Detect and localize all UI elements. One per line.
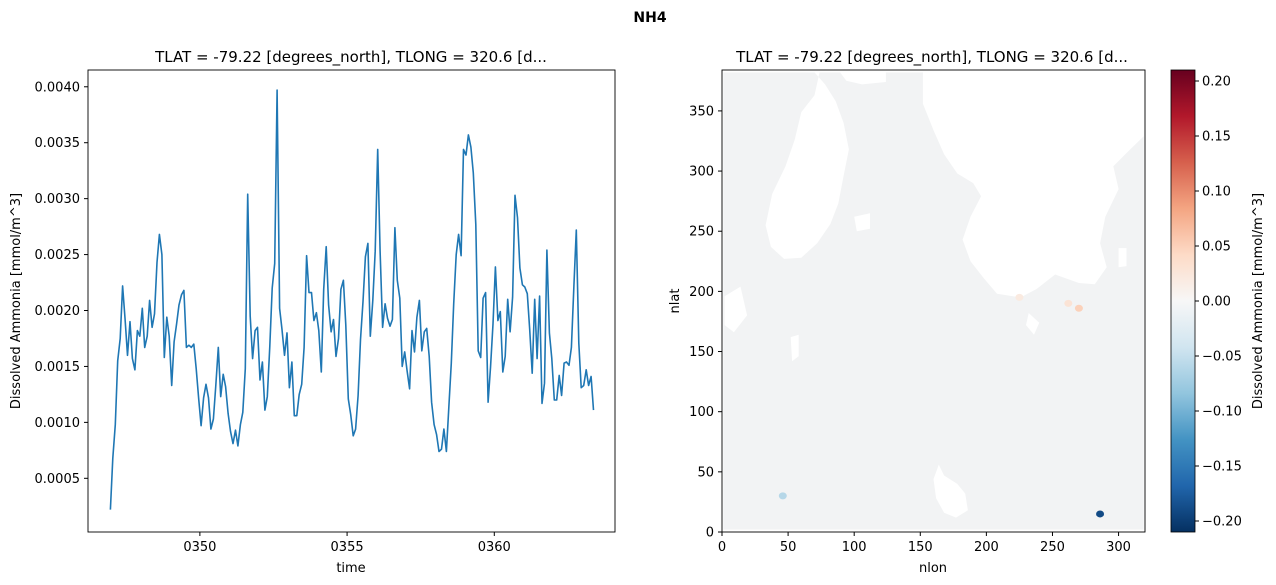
colorbar: −0.20 −0.15 −0.10 −0.05 0.00 0.05 0.10 0.15 0.20…: [1170, 69, 1266, 533]
colorbar-tick-label: 0.00: [1202, 295, 1231, 310]
colorbar-tick-label: −0.20: [1202, 515, 1242, 530]
line-x-axis-label: time: [336, 561, 365, 576]
anomaly-cell: [1096, 510, 1105, 518]
y-tick-label: 0.0010: [35, 416, 81, 431]
line-panel-frame: [87, 69, 616, 533]
colorbar-tick-label: 0.15: [1202, 130, 1231, 145]
colorbar-ticks: −0.20 −0.15 −0.10 −0.05 0.00 0.05 0.10 0.15 0.20: [1195, 75, 1242, 530]
colorbar-tick-label: 0.20: [1202, 75, 1231, 90]
colorbar-tick-label: −0.05: [1202, 350, 1242, 365]
land-mask-8: [724, 286, 748, 333]
y-tick-label: 0: [706, 526, 714, 541]
y-tick-label: 350: [689, 104, 714, 119]
y-tick-label: 0.0025: [35, 248, 81, 263]
land-mask-7: [933, 464, 968, 518]
y-tick-label: 50: [697, 465, 714, 480]
colorbar-tick-label: 0.10: [1202, 185, 1231, 200]
x-tick-label: 0360: [478, 540, 511, 555]
anomaly-cell: [778, 492, 787, 500]
land-mask-5: [1026, 313, 1040, 335]
map-y-axis-ticks: 0 50 100 150 200 250 300 350: [689, 104, 722, 541]
land-mask-6: [1108, 70, 1140, 87]
x-tick-label: 0: [718, 540, 726, 555]
y-tick-label: 300: [689, 165, 714, 180]
line-panel: TLAT = -79.22 [degrees_north], TLONG = 3…: [9, 48, 616, 576]
x-tick-label: 100: [842, 540, 867, 555]
anomaly-cell: [1074, 304, 1083, 312]
colorbar-label: Dissolved Ammonia [mmol/m^3]: [1251, 193, 1266, 409]
map-x-axis-label: nlon: [919, 561, 947, 576]
colorbar-tick-label: −0.10: [1202, 405, 1242, 420]
line-plot-area: [109, 89, 595, 510]
map-x-axis-ticks: 0 50 100 150 200 250 300: [718, 532, 1131, 555]
x-tick-label: 300: [1106, 540, 1131, 555]
map-y-axis-label: nlat: [668, 289, 683, 314]
line-y-axis-label: Dissolved Ammonia [mmol/m^3]: [9, 193, 24, 409]
y-tick-label: 0.0015: [35, 360, 81, 375]
y-tick-label: 200: [689, 285, 714, 300]
colorbar-gradient: [1170, 69, 1196, 533]
y-tick-label: 0.0005: [35, 472, 81, 487]
line-x-axis-ticks: 0350 0355 0360: [183, 532, 511, 555]
land-mask-1: [765, 71, 849, 259]
x-tick-label: 250: [1040, 540, 1065, 555]
y-tick-label: 250: [689, 225, 714, 240]
y-tick-label: 0.0040: [35, 80, 81, 95]
y-tick-label: 0.0035: [35, 136, 81, 151]
y-tick-label: 0.0020: [35, 304, 81, 319]
map-panel-title: TLAT = -79.22 [degrees_north], TLONG = 3…: [735, 48, 1128, 67]
land-mask-9: [790, 334, 799, 362]
series-line: [109, 89, 595, 510]
anomaly-cell: [1015, 293, 1024, 301]
colorbar-tick-label: −0.15: [1202, 460, 1242, 475]
figure-suptitle: NH4: [633, 10, 666, 26]
y-tick-label: 0.0030: [35, 192, 81, 207]
colorbar-tick-label: 0.05: [1202, 240, 1231, 255]
x-tick-label: 150: [908, 540, 933, 555]
x-tick-label: 0355: [331, 540, 364, 555]
land-mask-10: [1118, 248, 1127, 268]
anomaly-cell: [1064, 299, 1073, 307]
map-panel-frame: [721, 69, 1146, 533]
map-panel: TLAT = -79.22 [degrees_north], TLONG = 3…: [668, 48, 1146, 576]
x-tick-label: 0350: [183, 540, 216, 555]
x-tick-label: 50: [780, 540, 797, 555]
map-field: [723, 70, 1145, 530]
land-mask-4: [854, 213, 870, 232]
y-tick-label: 100: [689, 405, 714, 420]
line-y-axis-ticks: 0.0005 0.0010 0.0015 0.0020 0.0025 0.0030 0.00…: [35, 80, 88, 487]
line-panel-title: TLAT = -79.22 [degrees_north], TLONG = 3…: [154, 48, 547, 67]
land-mask-2: [922, 70, 1145, 298]
x-tick-label: 200: [974, 540, 999, 555]
y-tick-label: 150: [689, 345, 714, 360]
land-mask-3: [838, 70, 886, 85]
